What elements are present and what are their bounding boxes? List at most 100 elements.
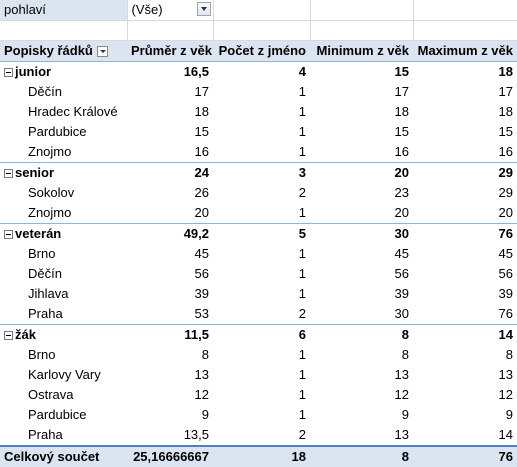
- row-max[interactable]: 29: [498, 185, 513, 200]
- row-max[interactable]: 39: [498, 286, 513, 301]
- filter-dropdown-icon[interactable]: [96, 46, 108, 58]
- row-min[interactable]: 12: [394, 387, 409, 402]
- empty-cell[interactable]: [413, 0, 517, 21]
- empty-cell[interactable]: [213, 20, 311, 41]
- filter-field-label[interactable]: pohlaví: [0, 0, 128, 21]
- row-count[interactable]: 1: [298, 144, 306, 159]
- row-label[interactable]: Jihlava: [28, 286, 69, 301]
- group-max[interactable]: 18: [413, 61, 517, 82]
- row-count[interactable]: 1: [298, 246, 306, 261]
- group-max[interactable]: 29: [413, 162, 517, 183]
- empty-cell[interactable]: [310, 20, 414, 41]
- row-count[interactable]: 2: [298, 306, 306, 321]
- row-avg[interactable]: 12: [194, 387, 209, 402]
- row-max[interactable]: 14: [498, 427, 513, 442]
- row-min[interactable]: 9: [401, 407, 409, 422]
- row-max[interactable]: 15: [498, 124, 513, 139]
- empty-cell[interactable]: [213, 0, 311, 21]
- row-min[interactable]: 45: [394, 246, 409, 261]
- row-max[interactable]: 8: [505, 347, 513, 362]
- group-label-cell[interactable]: žák: [0, 324, 127, 345]
- group-max[interactable]: 14: [413, 324, 517, 345]
- row-avg[interactable]: 56: [194, 266, 209, 281]
- row-min[interactable]: 30: [394, 306, 409, 321]
- group-max[interactable]: 76: [413, 223, 517, 244]
- row-count[interactable]: 2: [298, 185, 306, 200]
- col-max-header[interactable]: Maximum z věk: [413, 40, 517, 62]
- collapse-minus-icon[interactable]: [4, 331, 13, 341]
- row-label[interactable]: Znojmo: [28, 205, 72, 220]
- grand-total-min[interactable]: 8: [310, 445, 413, 467]
- row-avg[interactable]: 9: [201, 407, 209, 422]
- grand-total-avg[interactable]: 25,16666667: [127, 445, 213, 467]
- grand-total-count[interactable]: 18: [213, 445, 310, 467]
- row-label[interactable]: Praha: [28, 306, 63, 321]
- row-label[interactable]: Děčín: [28, 84, 62, 99]
- row-label[interactable]: Znojmo: [28, 144, 72, 159]
- row-count[interactable]: 1: [298, 84, 306, 99]
- empty-cell[interactable]: [310, 0, 414, 21]
- group-label-cell[interactable]: junior: [0, 61, 127, 82]
- row-label[interactable]: Pardubice: [28, 407, 87, 422]
- row-max[interactable]: 56: [498, 266, 513, 281]
- group-count[interactable]: 6: [213, 324, 310, 345]
- row-min[interactable]: 20: [394, 205, 409, 220]
- row-avg[interactable]: 26: [194, 185, 209, 200]
- row-avg[interactable]: 15: [194, 124, 209, 139]
- row-avg[interactable]: 20: [194, 205, 209, 220]
- row-max[interactable]: 45: [498, 246, 513, 261]
- row-label[interactable]: Karlovy Vary: [28, 367, 101, 382]
- col-min-header[interactable]: Minimum z věk: [310, 40, 413, 62]
- row-min[interactable]: 8: [401, 347, 409, 362]
- row-avg[interactable]: 13: [194, 367, 209, 382]
- row-count[interactable]: 1: [298, 286, 306, 301]
- row-max[interactable]: 18: [498, 104, 513, 119]
- row-max[interactable]: 12: [498, 387, 513, 402]
- row-avg[interactable]: 39: [194, 286, 209, 301]
- group-min[interactable]: 8: [310, 324, 413, 345]
- row-avg[interactable]: 18: [194, 104, 209, 119]
- row-avg[interactable]: 17: [194, 84, 209, 99]
- group-min[interactable]: 15: [310, 61, 413, 82]
- row-min[interactable]: 15: [394, 124, 409, 139]
- row-label[interactable]: Brno: [28, 347, 56, 362]
- col-avg-header[interactable]: Průměr z věk: [127, 40, 213, 62]
- row-label[interactable]: Sokolov: [28, 185, 75, 200]
- row-min[interactable]: 13: [394, 367, 409, 382]
- dropdown-arrow-icon[interactable]: [196, 2, 211, 16]
- group-avg[interactable]: 16,5: [127, 61, 213, 82]
- row-count[interactable]: 1: [298, 266, 306, 281]
- row-max[interactable]: 17: [498, 84, 513, 99]
- empty-cell[interactable]: [0, 20, 128, 41]
- row-max[interactable]: 20: [498, 205, 513, 220]
- group-count[interactable]: 3: [213, 162, 310, 183]
- row-min[interactable]: 17: [394, 84, 409, 99]
- row-count[interactable]: 1: [298, 367, 306, 382]
- row-max[interactable]: 9: [505, 407, 513, 422]
- row-avg[interactable]: 8: [201, 347, 209, 362]
- row-min[interactable]: 56: [394, 266, 409, 281]
- row-max[interactable]: 13: [498, 367, 513, 382]
- grand-total-max[interactable]: 76: [413, 445, 517, 467]
- row-count[interactable]: 1: [298, 124, 306, 139]
- group-label-cell[interactable]: senior: [0, 162, 127, 183]
- row-min[interactable]: 13: [394, 427, 409, 442]
- row-min[interactable]: 39: [394, 286, 409, 301]
- row-min[interactable]: 18: [394, 104, 409, 119]
- row-count[interactable]: 1: [298, 387, 306, 402]
- collapse-minus-icon[interactable]: [4, 230, 13, 240]
- row-max[interactable]: 16: [498, 144, 513, 159]
- row-labels-header[interactable]: Popisky řádků: [0, 40, 127, 62]
- group-count[interactable]: 5: [213, 223, 310, 244]
- row-max[interactable]: 76: [498, 306, 513, 321]
- group-min[interactable]: 30: [310, 223, 413, 244]
- group-avg[interactable]: 11,5: [127, 324, 213, 345]
- row-avg[interactable]: 13,5: [183, 427, 209, 442]
- collapse-minus-icon[interactable]: [4, 169, 13, 179]
- row-label[interactable]: Brno: [28, 246, 56, 261]
- row-avg[interactable]: 45: [194, 246, 209, 261]
- group-avg[interactable]: 24: [127, 162, 213, 183]
- row-avg[interactable]: 16: [194, 144, 209, 159]
- filter-value-cell[interactable]: (Vše): [127, 0, 214, 21]
- row-count[interactable]: 1: [298, 104, 306, 119]
